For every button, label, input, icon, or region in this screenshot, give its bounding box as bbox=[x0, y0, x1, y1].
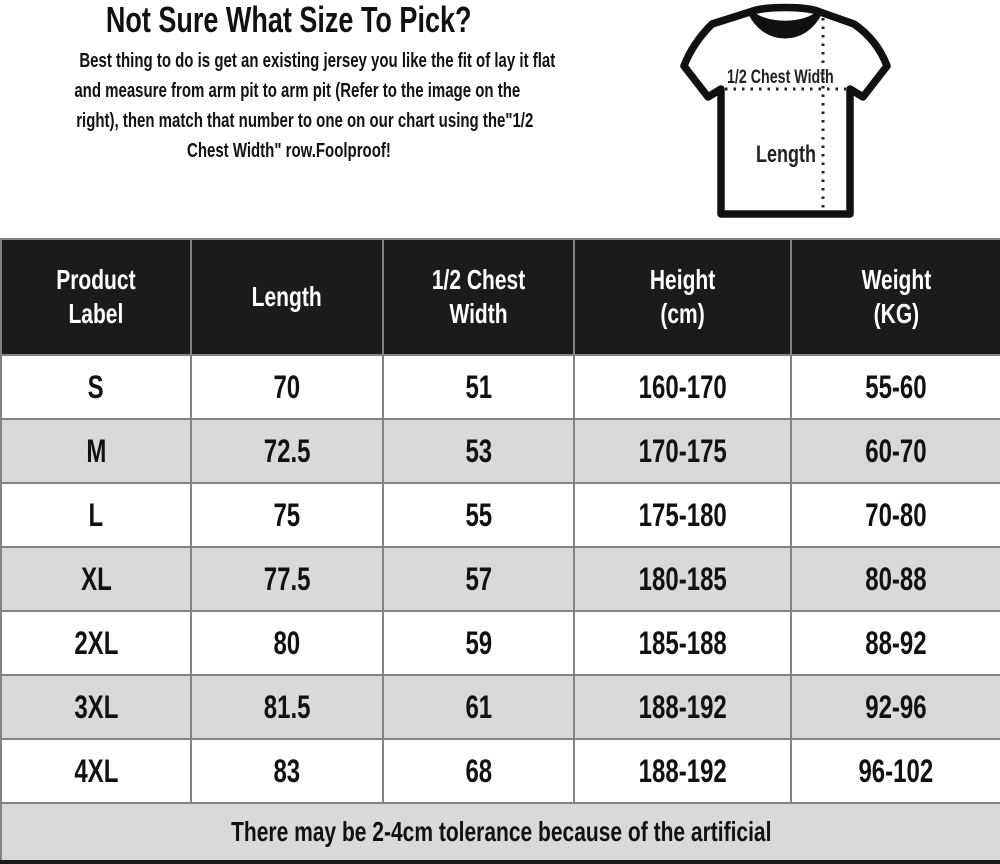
height-cell: 180-185 bbox=[573, 546, 792, 612]
weight-cell: 96-102 bbox=[790, 738, 1000, 804]
page-title: Not Sure What Size To Pick? bbox=[106, 0, 472, 40]
chest-cell: 59 bbox=[382, 610, 575, 676]
chest-width-label: 1/2 Chest Width bbox=[727, 66, 834, 87]
tolerance-note: There may be 2-4cm tolerance because of … bbox=[0, 802, 1000, 864]
tshirt-collar bbox=[747, 9, 823, 39]
table-row-2xl: 2XL 80 59 185-188 88-92 bbox=[0, 610, 1000, 676]
height-cell: 160-170 bbox=[573, 354, 792, 420]
weight-cell: 88-92 bbox=[790, 610, 1000, 676]
weight-cell: 80-88 bbox=[790, 546, 1000, 612]
height-cell: 170-175 bbox=[573, 418, 792, 484]
chest-cell: 68 bbox=[382, 738, 575, 804]
tshirt-measurement-diagram: 1/2 Chest Width Length bbox=[650, 2, 1000, 234]
table-row-4xl: 4XL 83 68 188-192 96-102 bbox=[0, 738, 1000, 804]
table-footnote-row: There may be 2-4cm tolerance because of … bbox=[0, 802, 1000, 864]
size-cell: 3XL bbox=[0, 674, 192, 740]
tshirt-outline bbox=[680, 3, 891, 218]
chest-cell: 51 bbox=[382, 354, 575, 420]
length-cell: 75 bbox=[190, 482, 384, 548]
table-row-s: S 70 51 160-170 55-60 bbox=[0, 354, 1000, 420]
table-row-l: L 75 55 175-180 70-80 bbox=[0, 482, 1000, 548]
tshirt-diagram-svg: 1/2 Chest Width Length bbox=[680, 3, 891, 218]
header-length: Length bbox=[190, 238, 384, 356]
table-header-row: Product Label Length 1/2 Chest Width Hei… bbox=[0, 238, 1000, 356]
height-cell: 188-192 bbox=[573, 738, 792, 804]
chest-cell: 61 bbox=[382, 674, 575, 740]
weight-cell: 92-96 bbox=[790, 674, 1000, 740]
size-chart-table: Product Label Length 1/2 Chest Width Hei… bbox=[0, 238, 1000, 864]
length-label: Length bbox=[756, 142, 816, 168]
height-cell: 185-188 bbox=[573, 610, 792, 676]
sizing-instructions: Not Sure What Size To Pick? Best thing t… bbox=[0, 0, 578, 166]
instructions-line: Best thing to do is get an existing jers… bbox=[79, 50, 556, 72]
size-cell: S bbox=[0, 354, 192, 420]
size-cell: M bbox=[0, 418, 192, 484]
length-cell: 81.5 bbox=[190, 674, 384, 740]
size-cell: 4XL bbox=[0, 738, 192, 804]
header-height-cm: Height (cm) bbox=[573, 238, 792, 356]
header-weight-kg: Weight (KG) bbox=[790, 238, 1000, 356]
header-half-chest-width: 1/2 Chest Width bbox=[382, 238, 575, 356]
weight-cell: 70-80 bbox=[790, 482, 1000, 548]
size-cell: L bbox=[0, 482, 192, 548]
table-row-m: M 72.5 53 170-175 60-70 bbox=[0, 418, 1000, 484]
weight-cell: 60-70 bbox=[790, 418, 1000, 484]
instructions-line: and measure from arm pit to arm pit (Ref… bbox=[74, 80, 521, 102]
table-row-xl: XL 77.5 57 180-185 80-88 bbox=[0, 546, 1000, 612]
size-cell: XL bbox=[0, 546, 192, 612]
length-cell: 80 bbox=[190, 610, 384, 676]
chest-cell: 55 bbox=[382, 482, 575, 548]
length-cell: 77.5 bbox=[190, 546, 384, 612]
instructions-line: Chest Width" row.Foolproof! bbox=[187, 140, 391, 162]
weight-cell: 55-60 bbox=[790, 354, 1000, 420]
table-row-3xl: 3XL 81.5 61 188-192 92-96 bbox=[0, 674, 1000, 740]
size-cell: 2XL bbox=[0, 610, 192, 676]
header-product-label: Product Label bbox=[0, 238, 192, 356]
chest-cell: 57 bbox=[382, 546, 575, 612]
height-cell: 188-192 bbox=[573, 674, 792, 740]
length-cell: 70 bbox=[190, 354, 384, 420]
height-cell: 175-180 bbox=[573, 482, 792, 548]
chest-cell: 53 bbox=[382, 418, 575, 484]
length-cell: 72.5 bbox=[190, 418, 384, 484]
instructions-line: right), then match that number to one on… bbox=[76, 110, 534, 132]
length-cell: 83 bbox=[190, 738, 384, 804]
